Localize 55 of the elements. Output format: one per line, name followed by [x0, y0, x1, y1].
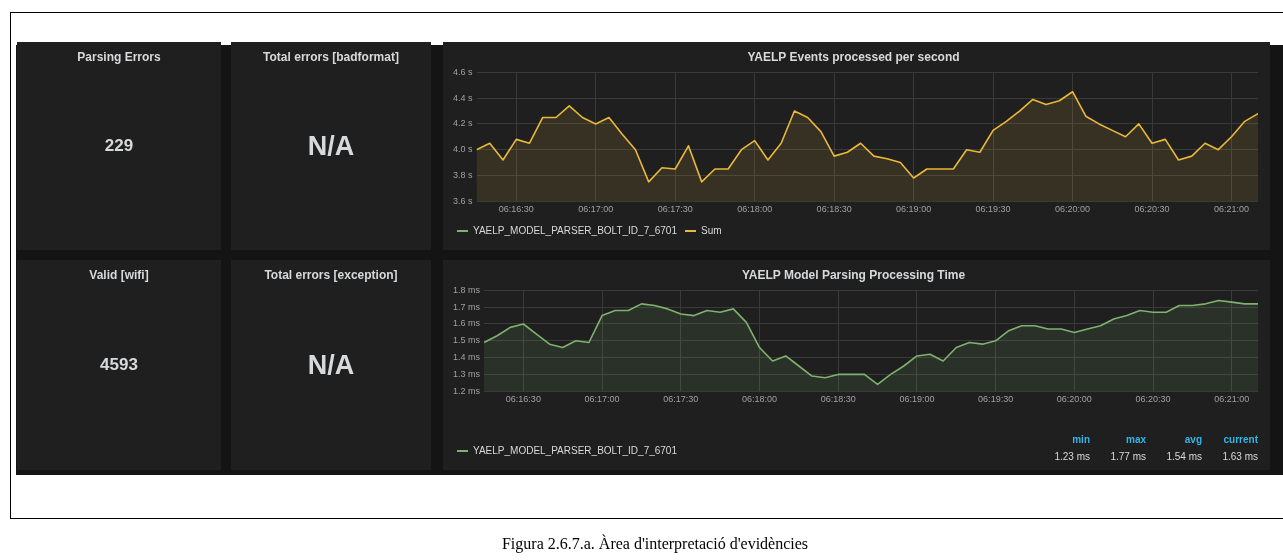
y-tick-label: 1.3 ms — [452, 368, 481, 379]
y-tick-label: 1.7 ms — [452, 301, 481, 312]
x-tick-label: 06:18:00 — [741, 394, 778, 405]
x-tick-label: 06:17:00 — [578, 204, 614, 215]
text: N/A — [307, 130, 355, 162]
x-tick-label: 06:16:30 — [505, 394, 541, 405]
text: current — [1222, 434, 1258, 445]
y-tick-label: 1.6 ms — [452, 318, 481, 329]
text: Total errors [badformat] — [262, 49, 400, 64]
text: 229 — [104, 136, 134, 156]
x-tick-label: 06:19:30 — [975, 204, 1011, 215]
y-tick-label: 3.8 s — [453, 169, 474, 180]
text: 1.63 ms — [1221, 451, 1258, 462]
x-tick-label: 06:19:30 — [978, 394, 1014, 405]
text: min — [1071, 434, 1090, 445]
y-tick-label: 4.6 s — [453, 66, 474, 77]
x-tick-label: 06:17:00 — [584, 394, 620, 405]
text: 1.77 ms — [1109, 451, 1146, 462]
text: Total errors [exception] — [263, 267, 399, 282]
x-tick-label: 06:17:30 — [663, 394, 699, 405]
y-tick-label: 4.4 s — [453, 92, 474, 103]
y-tick-label: 4.0 s — [453, 144, 474, 155]
y-tick-label: 4.2 s — [453, 118, 474, 129]
x-tick-label: 06:16:30 — [498, 204, 534, 215]
x-tick-label: 06:18:30 — [816, 204, 852, 215]
y-tick-label: 1.2 ms — [452, 385, 481, 396]
chart-title: YAELP Events processed per second — [747, 49, 960, 64]
text: N/A — [307, 349, 355, 381]
x-tick-label: 06:19:00 — [899, 394, 935, 405]
text: 4593 — [100, 355, 138, 375]
y-tick-label: 1.8 ms — [452, 284, 481, 295]
text: avg — [1183, 434, 1202, 445]
y-tick-label: 1.4 ms — [452, 352, 481, 363]
x-tick-label: 06:20:30 — [1134, 204, 1170, 215]
y-tick-label: 1.5 ms — [452, 335, 481, 346]
y-tick-label: 3.6 s — [453, 195, 474, 206]
text: Valid [wifi] — [88, 267, 150, 282]
text: Parsing Errors — [76, 49, 162, 64]
text: 1.54 ms — [1165, 451, 1202, 462]
chart-title: YAELP Model Parsing Processing Time — [741, 267, 966, 282]
text: max — [1125, 434, 1146, 445]
x-tick-label: 06:17:30 — [657, 204, 693, 215]
x-tick-label: 06:20:00 — [1055, 204, 1091, 215]
text: Figura 2.6.7.a. Àrea d'interpretació d'evidències — [501, 535, 809, 553]
x-tick-label: 06:18:30 — [820, 394, 856, 405]
text: 1.23 ms — [1053, 451, 1090, 462]
legend-label: YAELP_MODEL_PARSER_BOLT_ID_7_6701 — [473, 224, 678, 236]
x-tick-label: 06:21:00 — [1213, 204, 1250, 215]
x-tick-label: 06:19:00 — [896, 204, 932, 215]
x-tick-label: 06:20:30 — [1135, 394, 1171, 405]
x-tick-label: 06:18:00 — [737, 204, 773, 215]
legend-label: YAELP_MODEL_PARSER_BOLT_ID_7_6701 — [473, 444, 678, 456]
x-tick-label: 06:20:00 — [1056, 394, 1092, 405]
x-tick-label: 06:21:00 — [1214, 394, 1250, 405]
legend-label: Sum — [700, 224, 722, 236]
